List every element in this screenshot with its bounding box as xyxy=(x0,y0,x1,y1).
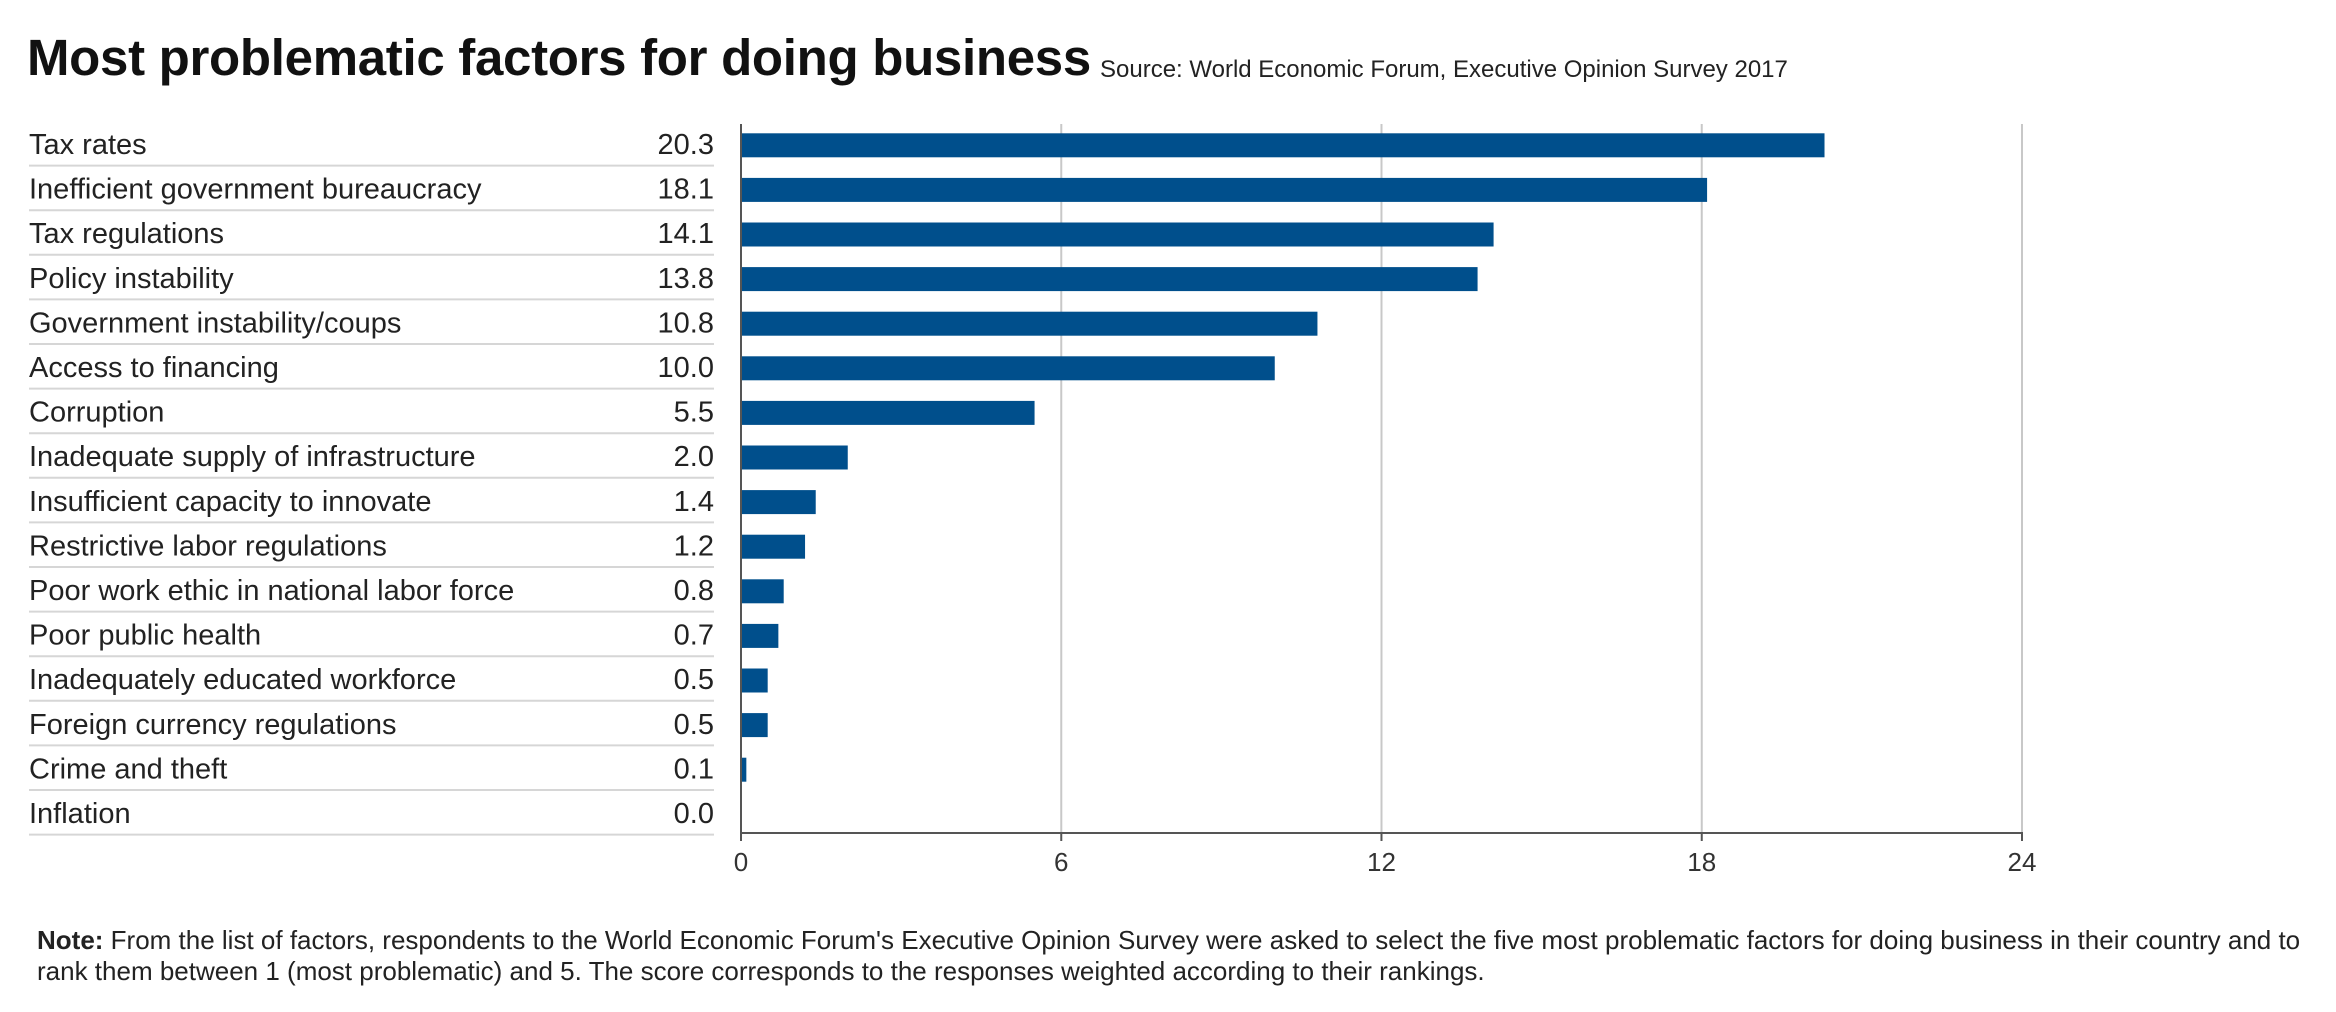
bar xyxy=(741,713,768,738)
category-label: Tax rates xyxy=(29,129,147,161)
category-label: Inadequate supply of infrastructure xyxy=(29,441,476,473)
bar xyxy=(741,534,806,559)
category-label: Insufficient capacity to innovate xyxy=(29,486,432,518)
bar-chart: Tax rates 20.3 Inefficient government bure… xyxy=(29,124,2037,877)
chart-title: Most problematic factors for doing busin… xyxy=(27,29,1091,86)
category-label: Government instability/coups xyxy=(29,307,401,339)
chart-source: Source: World Economic Forum, Executive … xyxy=(1100,56,1788,83)
category-label: Inflation xyxy=(29,798,131,830)
x-tick-label: 0 xyxy=(734,847,748,877)
x-tick-label: 6 xyxy=(1054,847,1068,877)
x-axis: 0 6 12 18 24 xyxy=(734,124,2037,877)
category-label: Policy instability xyxy=(29,263,234,295)
chart-note: Note: From the list of factors, responde… xyxy=(37,925,2327,987)
category-label: Inefficient government bureaucracy xyxy=(29,174,482,206)
bars xyxy=(741,133,1825,782)
category-rows: Tax rates 20.3 Inefficient government bure… xyxy=(29,129,714,836)
note-text: From the list of factors, respondents to… xyxy=(37,925,2301,986)
value-label: 18.1 xyxy=(658,174,714,206)
x-tick-label: 12 xyxy=(1367,847,1396,877)
category-label: Corruption xyxy=(29,397,164,429)
value-label: 1.2 xyxy=(674,530,714,562)
category-label: Restrictive labor regulations xyxy=(29,530,387,562)
bar xyxy=(741,177,1708,202)
x-tick-label: 18 xyxy=(1687,847,1716,877)
value-label: 0.8 xyxy=(674,575,714,607)
bar xyxy=(741,757,747,782)
category-label: Poor public health xyxy=(29,620,261,652)
category-label: Crime and theft xyxy=(29,753,227,785)
value-label: 5.5 xyxy=(674,397,714,429)
bar xyxy=(741,222,1494,247)
bar xyxy=(741,311,1318,336)
value-label: 10.8 xyxy=(658,307,714,339)
value-label: 1.4 xyxy=(674,486,714,518)
value-label: 10.0 xyxy=(658,352,714,384)
value-label: 0.1 xyxy=(674,753,714,785)
bar xyxy=(741,579,784,604)
bar xyxy=(741,400,1035,425)
bar xyxy=(741,267,1478,292)
category-label: Inadequately educated workforce xyxy=(29,664,456,696)
category-label: Poor work ethic in national labor force xyxy=(29,575,514,607)
bar xyxy=(741,668,768,693)
value-label: 0.5 xyxy=(674,664,714,696)
bar xyxy=(741,445,848,470)
category-label: Tax regulations xyxy=(29,218,224,250)
bar xyxy=(741,490,816,515)
value-label: 14.1 xyxy=(658,218,714,250)
bar xyxy=(741,623,779,648)
bar xyxy=(741,356,1275,381)
value-label: 0.7 xyxy=(674,620,714,652)
value-label: 13.8 xyxy=(658,263,714,295)
category-label: Foreign currency regulations xyxy=(29,709,397,741)
value-label: 20.3 xyxy=(658,129,714,161)
note-label: Note: xyxy=(37,925,104,955)
value-label: 0.5 xyxy=(674,709,714,741)
value-label: 0.0 xyxy=(674,798,714,830)
category-label: Access to financing xyxy=(29,352,279,384)
bar xyxy=(741,133,1825,158)
value-label: 2.0 xyxy=(674,441,714,473)
x-tick-label: 24 xyxy=(2008,847,2037,877)
